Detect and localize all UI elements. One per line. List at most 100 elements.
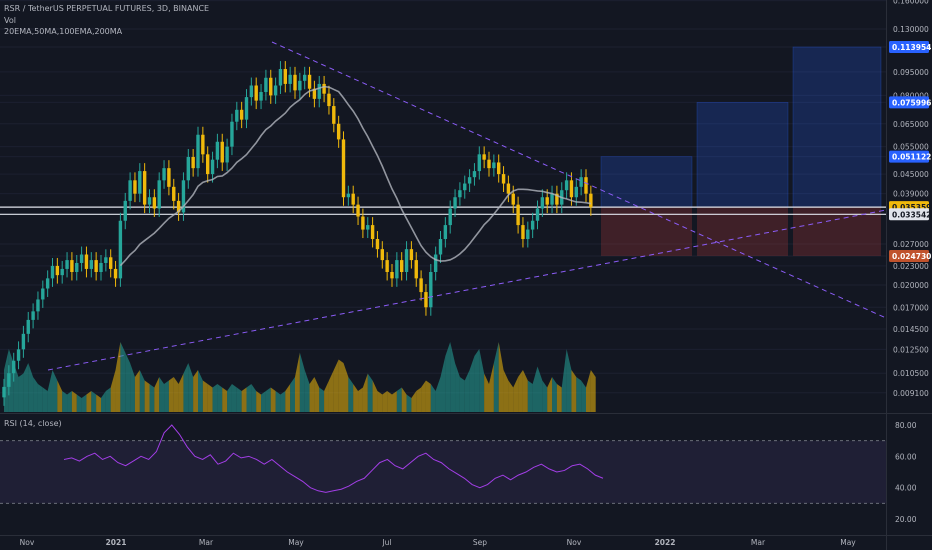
candle: [104, 257, 108, 263]
volume-bar: [28, 363, 34, 412]
volume-bar: [353, 384, 359, 412]
candle: [511, 193, 515, 205]
volume-bar: [527, 380, 533, 412]
candle: [346, 193, 351, 198]
volume-bar: [450, 342, 456, 412]
volume-bar: [168, 377, 174, 412]
volume-bar: [445, 342, 451, 412]
candle: [181, 180, 186, 213]
candle: [45, 278, 50, 289]
candle: [162, 168, 166, 181]
downtrend-line: [271, 41, 887, 319]
ema-label: 20EMA,50MA,100EMA,200MA: [4, 27, 123, 36]
volume-bar: [42, 387, 48, 412]
volume-bar: [401, 387, 407, 412]
candle: [336, 123, 341, 140]
candle: [579, 177, 583, 187]
candle: [409, 249, 414, 261]
uptrend-line: [47, 209, 887, 371]
volume-bar: [33, 377, 38, 412]
candle: [65, 260, 69, 269]
candle: [569, 180, 574, 198]
volume-bar: [256, 391, 262, 412]
price-tick-0: 0.160000: [893, 0, 929, 6]
volume-bar: [8, 349, 14, 412]
volume-bar: [382, 391, 388, 412]
candle: [404, 249, 409, 273]
volume-bar: [76, 394, 82, 412]
volume-bar: [479, 349, 485, 412]
price-tag-1: 0.075996: [892, 98, 931, 107]
candle: [366, 225, 370, 230]
stop-zone-1: [601, 207, 692, 256]
price-tag-bg-4: [889, 208, 929, 221]
volume-bar: [154, 377, 160, 412]
candle: [555, 193, 559, 205]
volume-bar: [508, 380, 514, 412]
candle: [589, 193, 593, 208]
candle: [94, 260, 98, 273]
rsi-tick-1: 60.00: [895, 452, 917, 461]
candle: [142, 171, 147, 205]
candle: [283, 69, 287, 84]
volume-bar: [416, 387, 422, 412]
price-tick-21: 0.009100: [893, 389, 929, 398]
candle: [482, 154, 486, 160]
volume-bar: [101, 391, 106, 412]
candle: [317, 83, 321, 99]
time-tick-4: Jul: [381, 538, 391, 547]
volume-bar: [498, 342, 504, 412]
candle: [167, 168, 171, 187]
volume-bar: [561, 349, 567, 412]
price-tick-16: 0.020000: [893, 281, 929, 290]
volume-bar: [464, 370, 470, 412]
volume-bar: [13, 363, 19, 412]
volume-bar: [57, 380, 63, 412]
candle: [41, 288, 45, 300]
candle: [419, 278, 423, 293]
volume-bar: [91, 391, 97, 412]
candle: [385, 260, 389, 273]
volume-bar: [139, 370, 145, 412]
volume-bar: [474, 349, 480, 412]
volume-bar: [144, 380, 150, 412]
candle: [526, 229, 530, 240]
candle: [128, 180, 132, 201]
candle: [390, 272, 394, 279]
candle: [50, 265, 55, 279]
volume-bar: [295, 352, 300, 412]
moving-average-line: [119, 85, 591, 267]
volume-bar: [290, 377, 295, 412]
volume-bar: [207, 384, 213, 412]
candle: [361, 216, 365, 230]
candle: [550, 193, 554, 205]
volume-bar: [358, 387, 363, 412]
time-tick-6: Nov: [567, 538, 582, 547]
candle: [152, 197, 157, 209]
candle: [273, 85, 278, 96]
volume-bar: [202, 380, 208, 412]
candle: [201, 134, 205, 155]
volume-bar: [241, 387, 247, 412]
volume-bar: [173, 377, 179, 412]
candle: [307, 74, 312, 89]
volume-bar: [105, 387, 111, 412]
volume-bar: [435, 377, 441, 412]
candle: [443, 225, 448, 240]
candle: [259, 92, 263, 101]
candle: [298, 80, 302, 91]
candle: [210, 159, 215, 175]
volume-bar: [581, 380, 586, 412]
volume-bar: [459, 377, 465, 412]
rsi-band: [0, 440, 886, 504]
rsi-tick-0: 80.00: [895, 421, 917, 430]
candle: [118, 220, 123, 279]
candle: [380, 249, 384, 261]
volume-bar: [164, 380, 169, 412]
volume-bar: [489, 363, 494, 412]
volume-bar: [552, 377, 557, 412]
candle: [438, 239, 443, 255]
candle: [351, 193, 355, 205]
candle: [312, 88, 317, 99]
